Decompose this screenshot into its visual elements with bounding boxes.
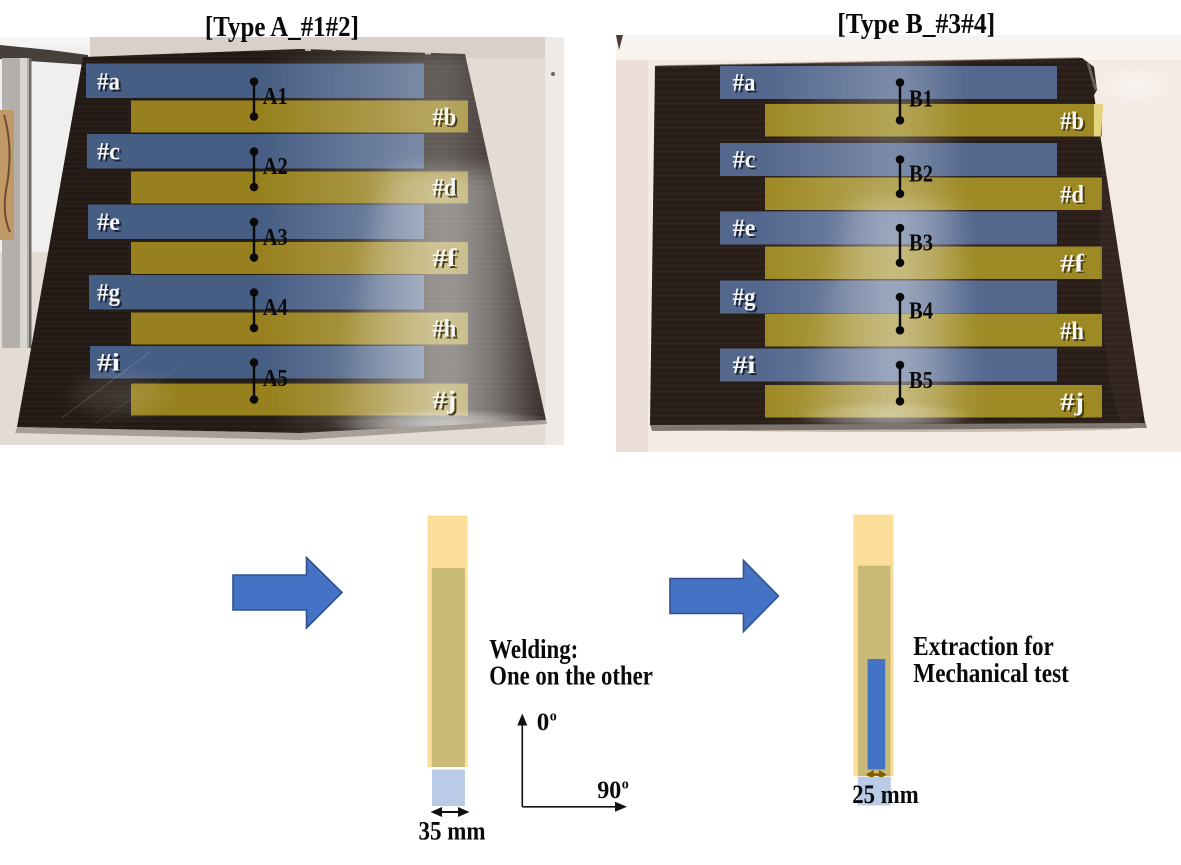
svg-text:#c: #c [733, 147, 756, 174]
svg-text:#g: #g [735, 286, 758, 313]
svg-text:#e: #e [99, 211, 122, 238]
svg-text:#b: #b [432, 104, 456, 131]
svg-text:#f: #f [434, 247, 459, 274]
svg-text:A2: A2 [263, 153, 288, 180]
svg-text:A1: A1 [263, 83, 288, 110]
svg-text:#c: #c [99, 141, 122, 168]
svg-text:0: 0 [537, 709, 550, 736]
svg-text:#b: #b [434, 106, 458, 133]
svg-text:#i: #i [97, 350, 120, 377]
svg-text:#c: #c [97, 139, 120, 166]
svg-text:#j: #j [1062, 391, 1086, 418]
svg-text:#h: #h [434, 318, 458, 345]
svg-text:#i: #i [735, 354, 758, 381]
svg-text:B1: B1 [909, 85, 933, 112]
svg-text:#e: #e [733, 215, 756, 242]
svg-text:#j: #j [432, 387, 456, 414]
svg-text:#d: #d [432, 175, 456, 202]
svg-text:#d: #d [1060, 181, 1084, 208]
svg-text:B3: B3 [909, 229, 933, 256]
svg-text:One on the other: One on the other [489, 660, 653, 690]
svg-text:#b: #b [1060, 108, 1084, 135]
svg-text:25 mm: 25 mm [852, 780, 919, 809]
svg-text:B4: B4 [909, 298, 933, 325]
svg-text:#j: #j [1060, 389, 1084, 416]
svg-text:#f: #f [1060, 250, 1085, 277]
svg-text:o: o [550, 709, 557, 725]
svg-text:#d: #d [434, 177, 458, 204]
svg-text:A4: A4 [263, 294, 288, 321]
svg-text:[Type B_#3#4]: [Type B_#3#4] [837, 9, 995, 40]
svg-text:Mechanical test: Mechanical test [913, 658, 1069, 688]
svg-text:#e: #e [97, 209, 120, 236]
svg-text:#a: #a [735, 72, 758, 99]
svg-text:#b: #b [1062, 110, 1086, 137]
svg-text:A5: A5 [263, 365, 288, 392]
svg-text:#f: #f [432, 245, 457, 272]
svg-text:#g: #g [99, 282, 122, 309]
svg-text:#c: #c [735, 149, 758, 176]
svg-text:35 mm: 35 mm [419, 816, 486, 845]
svg-text:A3: A3 [263, 224, 288, 251]
svg-text:B5: B5 [909, 367, 933, 394]
svg-text:o: o [622, 777, 629, 793]
svg-text:#h: #h [432, 316, 456, 343]
svg-text:Extraction for: Extraction for [913, 631, 1054, 661]
svg-text:#f: #f [1062, 252, 1087, 279]
svg-text:Welding:: Welding: [489, 634, 578, 664]
svg-text:#h: #h [1062, 320, 1086, 347]
svg-text:#g: #g [733, 284, 756, 311]
svg-text:#a: #a [99, 71, 122, 98]
svg-text:#a: #a [733, 70, 756, 97]
svg-text:B2: B2 [909, 161, 933, 188]
svg-text:#g: #g [97, 280, 120, 307]
svg-text:#e: #e [735, 217, 758, 244]
svg-text:#i: #i [733, 352, 756, 379]
svg-text:90: 90 [597, 777, 621, 804]
svg-text:#d: #d [1062, 183, 1086, 210]
svg-text:#a: #a [97, 69, 120, 96]
svg-text:#i: #i [99, 352, 122, 379]
svg-text:#h: #h [1060, 318, 1084, 345]
svg-text:[Type A_#1#2]: [Type A_#1#2] [205, 12, 359, 43]
svg-text:#j: #j [434, 389, 458, 416]
